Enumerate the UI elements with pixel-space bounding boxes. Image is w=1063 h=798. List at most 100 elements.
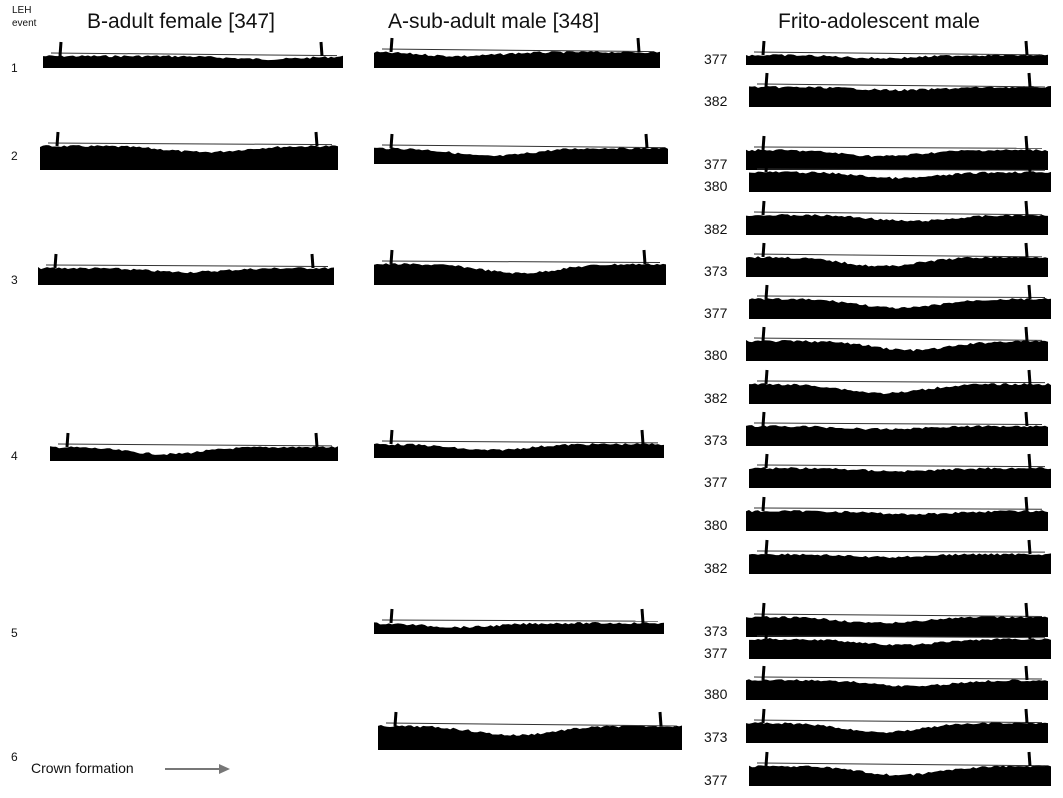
end-tick — [640, 608, 645, 624]
reference-line — [753, 719, 1043, 724]
tooth-label: 373 — [704, 623, 728, 639]
tooth-profile — [746, 214, 1048, 235]
tooth-profile — [374, 51, 660, 68]
end-tick — [764, 72, 769, 88]
end-tick — [1027, 751, 1032, 767]
end-tick — [1027, 624, 1032, 640]
reference-line — [385, 722, 677, 727]
end-tick — [53, 253, 58, 269]
tooth-profile — [746, 679, 1048, 700]
tooth-label: 382 — [704, 560, 728, 576]
reference-line — [753, 337, 1043, 341]
end-tick — [1027, 72, 1032, 88]
reference-line — [753, 422, 1043, 426]
end-tick — [764, 539, 769, 555]
end-tick — [658, 711, 663, 727]
end-tick — [65, 432, 70, 448]
end-tick — [761, 496, 766, 512]
tooth-label: 382 — [704, 221, 728, 237]
reference-line — [756, 464, 1046, 468]
arrow-head — [219, 764, 230, 774]
end-tick — [761, 411, 766, 427]
end-tick — [389, 133, 394, 149]
end-tick — [1024, 242, 1029, 258]
end-tick — [55, 131, 60, 147]
end-tick — [1024, 708, 1029, 724]
tooth-profile — [749, 171, 1051, 192]
reference-line — [756, 380, 1046, 384]
reference-line — [756, 83, 1046, 88]
tooth-profile — [746, 340, 1048, 361]
reference-line — [756, 762, 1046, 767]
reference-line — [753, 51, 1043, 56]
end-tick — [314, 432, 319, 448]
tooth-profile — [374, 147, 668, 164]
end-tick — [389, 608, 394, 624]
tooth-profile — [749, 467, 1051, 488]
end-tick — [393, 711, 398, 727]
reference-line — [45, 264, 329, 267]
end-tick — [761, 200, 766, 216]
event-number: 6 — [11, 750, 18, 764]
tooth-profile — [746, 149, 1048, 170]
tooth-label: 380 — [704, 347, 728, 363]
end-tick — [1027, 284, 1032, 300]
reference-line — [753, 253, 1043, 258]
reference-line — [50, 52, 338, 57]
event-number: 4 — [11, 449, 18, 463]
reference-line — [47, 142, 333, 146]
reference-line — [753, 146, 1043, 149]
end-tick — [1024, 135, 1029, 151]
reference-line — [381, 260, 661, 264]
leh-label: LEH — [12, 5, 32, 16]
tooth-profile — [749, 638, 1051, 659]
end-tick — [1024, 496, 1029, 512]
reference-line — [753, 613, 1043, 617]
end-tick — [1027, 369, 1032, 385]
reference-line — [753, 211, 1043, 216]
reference-line — [381, 144, 663, 149]
reference-line — [753, 507, 1043, 510]
reference-line — [753, 676, 1043, 680]
tooth-profile — [746, 722, 1048, 743]
reference-line — [381, 48, 655, 53]
tooth-label: 373 — [704, 432, 728, 448]
end-tick — [761, 40, 766, 56]
leh-label: event — [12, 18, 37, 29]
end-tick — [761, 665, 766, 681]
tooth-label: 377 — [704, 51, 728, 67]
tooth-label: 382 — [704, 93, 728, 109]
end-tick — [640, 429, 645, 445]
tooth-profile — [374, 263, 666, 285]
column-title: Frito-adolescent male — [778, 10, 980, 33]
tooth-label: 377 — [704, 772, 728, 788]
end-tick — [1024, 326, 1029, 342]
tooth-profile — [749, 383, 1051, 404]
end-tick — [310, 253, 315, 269]
end-tick — [389, 249, 394, 265]
tooth-label: 380 — [704, 178, 728, 194]
tooth-profile — [50, 446, 338, 461]
tooth-label: 373 — [704, 263, 728, 279]
tooth-profile — [43, 55, 343, 68]
end-tick — [642, 249, 647, 265]
event-number: 2 — [11, 149, 18, 163]
column-title: A-sub-adult male [348] — [388, 10, 600, 33]
tooth-label: 380 — [704, 686, 728, 702]
end-tick — [761, 602, 766, 618]
end-tick — [1024, 40, 1029, 56]
tooth-profile — [746, 256, 1048, 277]
tooth-profile — [746, 510, 1048, 531]
tooth-profile — [38, 267, 334, 285]
end-tick — [1024, 665, 1029, 681]
tooth-profile — [374, 443, 664, 458]
end-tick — [761, 326, 766, 342]
tooth-profile — [378, 725, 682, 750]
end-tick — [764, 624, 769, 640]
footer-label: Crown formation — [31, 760, 134, 776]
end-tick — [1024, 602, 1029, 618]
tooth-profile — [746, 616, 1048, 637]
reference-line — [756, 550, 1046, 553]
reference-line — [381, 619, 659, 622]
